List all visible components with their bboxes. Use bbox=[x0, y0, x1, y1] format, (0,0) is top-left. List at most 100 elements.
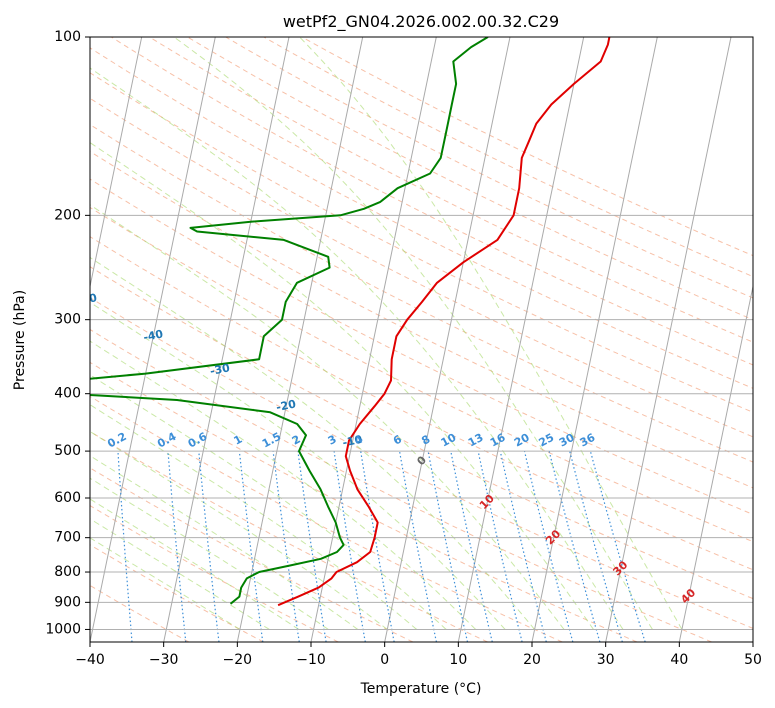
moist-adiabat bbox=[90, 518, 270, 630]
dry-adiabat bbox=[90, 124, 753, 463]
x-tick-label: 30 bbox=[597, 652, 615, 668]
isotherm-label: -40 bbox=[142, 327, 164, 344]
mixing-ratio-line bbox=[523, 450, 574, 642]
isotherm-line bbox=[605, 37, 732, 642]
moist-adiabat bbox=[90, 340, 477, 630]
mixing-ratio-line bbox=[427, 450, 469, 642]
isotherm-line bbox=[531, 37, 658, 642]
moist-adiabat bbox=[90, 477, 329, 630]
x-tick-label: 50 bbox=[744, 652, 762, 668]
x-axis-label: Temperature (°C) bbox=[360, 681, 482, 697]
y-axis-label: Pressure (hPa) bbox=[12, 290, 28, 390]
y-tick-label: 200 bbox=[54, 207, 81, 223]
mixing-ratio-line bbox=[272, 451, 300, 642]
isotherm-label: -50 bbox=[76, 291, 98, 308]
y-axis-ticks: 100 200 300 400 500 600 700 800 900 1000 bbox=[45, 29, 90, 637]
mixing-ratio-label: 0.4 bbox=[155, 430, 179, 451]
mixing-ratio-line bbox=[589, 450, 646, 642]
y-tick-label: 1000 bbox=[45, 621, 81, 637]
isotherm-line bbox=[310, 37, 437, 642]
y-tick-label: 500 bbox=[54, 443, 81, 459]
dry-adiabat bbox=[90, 544, 264, 642]
x-tick-label: 40 bbox=[670, 652, 688, 668]
mixing-ratio-line bbox=[499, 450, 547, 642]
dry-adiabat bbox=[90, 297, 753, 629]
dewpoint-profile bbox=[90, 37, 489, 605]
y-tick-label: 300 bbox=[54, 312, 81, 328]
mixing-ratio-label: 3 bbox=[326, 433, 339, 448]
mixing-ratio-line bbox=[333, 451, 366, 642]
moist-adiabat bbox=[90, 537, 241, 630]
mixing-ratio-label: 8 bbox=[419, 433, 432, 448]
mixing-ratio-label: 1.5 bbox=[260, 430, 283, 451]
mixing-ratio-line bbox=[450, 450, 493, 642]
isotherm-label: -10 bbox=[341, 433, 363, 450]
mixing-ratio-label: 25 bbox=[537, 431, 557, 450]
dry-adiabat-label: 20 bbox=[543, 527, 563, 547]
mixing-ratio-label: 36 bbox=[578, 431, 598, 450]
dry-adiabat bbox=[90, 584, 190, 642]
x-tick-label: −20 bbox=[223, 652, 253, 668]
moist-adiabat bbox=[299, 37, 683, 630]
isotherm-line bbox=[163, 37, 290, 642]
isotherm-line bbox=[236, 37, 364, 642]
isotherm-label: -60 bbox=[11, 251, 33, 268]
dry-adiabat bbox=[187, 37, 753, 321]
moist-adiabat bbox=[90, 141, 594, 630]
line-labels: -100-90-80-70-60-50-40-30-20-10010203040… bbox=[11, 251, 699, 606]
moist-adiabat bbox=[90, 404, 418, 630]
moist-adiabat bbox=[90, 455, 359, 630]
data-series bbox=[90, 37, 611, 607]
mixing-ratio-line bbox=[398, 450, 437, 642]
isotherm-label: -20 bbox=[275, 397, 297, 414]
moist-adiabat bbox=[90, 301, 506, 630]
mixing-ratio-line bbox=[360, 451, 395, 642]
chart-title: wetPf2_GN04.2026.002.00.32.C29 bbox=[283, 12, 559, 32]
mixing-ratio-line bbox=[71, 451, 82, 642]
dry-adiabat bbox=[90, 467, 414, 642]
dry-adiabat bbox=[90, 47, 753, 389]
dry-adiabat bbox=[90, 178, 753, 515]
isotherm-line bbox=[90, 37, 216, 642]
mixing-ratio-label: 10 bbox=[439, 431, 459, 450]
y-tick-label: 600 bbox=[54, 490, 81, 506]
mixing-ratio-label: 13 bbox=[466, 431, 486, 450]
isotherm-line bbox=[752, 639, 753, 642]
dry-adiabat bbox=[111, 37, 753, 366]
x-tick-label: 20 bbox=[523, 652, 541, 668]
dry-adiabat bbox=[90, 430, 488, 642]
mixing-ratio-label: 20 bbox=[512, 431, 532, 450]
dry-adiabat bbox=[90, 97, 753, 438]
y-tick-label: 400 bbox=[54, 386, 81, 402]
isotherm-line bbox=[457, 37, 585, 642]
dry-adiabat bbox=[90, 266, 753, 600]
x-tick-label: 10 bbox=[449, 652, 467, 668]
mixing-ratio-line bbox=[297, 451, 327, 642]
isotherm-line bbox=[678, 283, 753, 642]
mixing-ratio-line bbox=[167, 451, 187, 642]
x-tick-label: 0 bbox=[380, 652, 389, 668]
isotherm-line bbox=[0, 37, 68, 642]
mixing-ratio-label: 0.2 bbox=[105, 430, 128, 451]
moist-adiabat bbox=[90, 498, 300, 630]
x-tick-label: −40 bbox=[75, 652, 105, 668]
isotherm-line bbox=[90, 37, 143, 289]
x-axis-ticks: −40 −30 −20 −10 0 10 20 30 40 50 bbox=[75, 642, 762, 668]
mixing-ratio-label: 6 bbox=[391, 432, 404, 447]
x-tick-label: −30 bbox=[149, 652, 179, 668]
moist-adiabat bbox=[90, 430, 388, 630]
y-tick-label: 900 bbox=[54, 594, 81, 610]
mixing-ratio-line bbox=[477, 450, 523, 642]
mixing-ratio-line bbox=[117, 451, 133, 642]
dry-adiabat bbox=[90, 206, 753, 543]
isotherm-line bbox=[384, 37, 511, 642]
dry-adiabat bbox=[90, 361, 638, 642]
isotherm-label: -30 bbox=[209, 361, 231, 378]
moist-adiabat bbox=[90, 374, 447, 630]
moist-adiabat bbox=[173, 37, 653, 630]
mixing-ratio-label: 1 bbox=[232, 433, 245, 448]
dry-adiabat bbox=[90, 236, 753, 571]
background-lines bbox=[0, 37, 753, 642]
mixing-ratio-label: 0.6 bbox=[186, 430, 210, 451]
